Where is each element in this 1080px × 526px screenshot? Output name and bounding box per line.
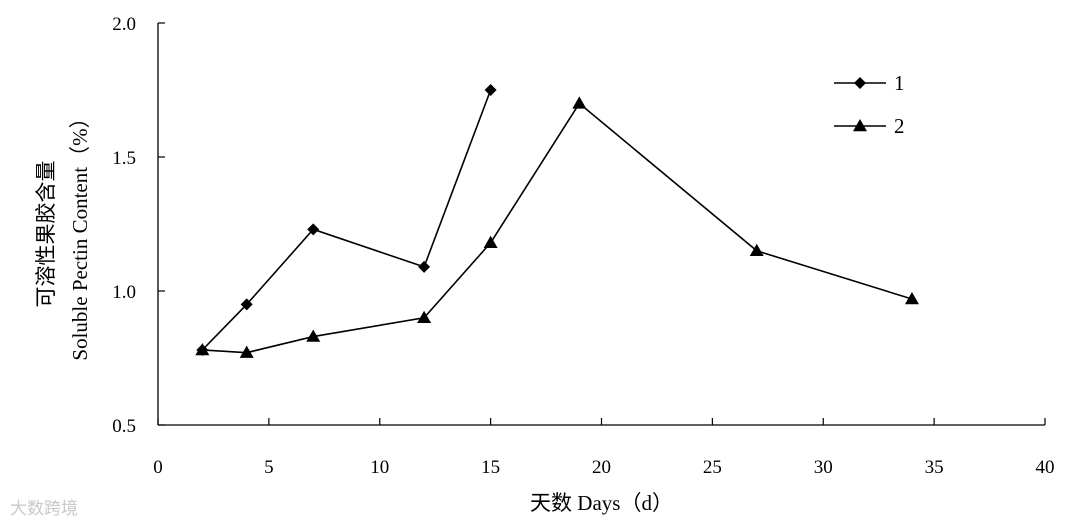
legend-marker-1	[854, 77, 866, 89]
x-tick-label: 25	[703, 457, 722, 478]
y-tick-label: 0.5	[112, 416, 136, 437]
series-2-point	[904, 292, 919, 305]
series-layer	[195, 84, 919, 358]
series-1-point	[484, 84, 497, 96]
series-2-point	[306, 329, 321, 342]
series-2-point	[483, 235, 498, 249]
series-2-line	[202, 102, 913, 354]
x-tick-label: 30	[814, 457, 833, 478]
x-axis-title: 天数 Days（d）	[530, 491, 673, 515]
y-tick-label: 1.0	[112, 282, 136, 303]
x-tick-label: 20	[592, 457, 611, 478]
series-1-point	[240, 298, 253, 311]
series-1-point	[307, 223, 320, 236]
series-2-point	[239, 345, 254, 358]
x-tick-label: 40	[1036, 457, 1055, 478]
y-tick-label: 1.5	[112, 148, 136, 169]
axes	[157, 22, 1046, 426]
x-tick-label: 15	[481, 457, 500, 478]
x-tick-label: 10	[370, 457, 389, 478]
series-2-point	[572, 96, 587, 109]
x-tick-label: 5	[264, 457, 274, 478]
watermark-logo: 大数跨境	[10, 499, 78, 519]
y-axis-title-cn: 可溶性果胶含量	[34, 161, 58, 308]
axis-titles: 天数 Days（d） 可溶性果胶含量 Soluble Pectin Content（…	[34, 107, 673, 515]
legend-marker-2	[853, 119, 867, 132]
tick-labels: 0 5 10 15 20 25 30 35 40 0.5 1.0 1.5 2.0	[112, 14, 1054, 478]
legend: 12	[834, 71, 905, 138]
series-1-line	[201, 89, 492, 351]
series-2-point	[749, 243, 764, 257]
series-2-point	[417, 310, 432, 324]
series-2-point	[195, 342, 210, 356]
y-tick-label: 2.0	[112, 14, 136, 35]
series-1-point	[418, 260, 431, 273]
x-tick-label: 0	[153, 457, 163, 478]
legend-label-2: 2	[894, 114, 905, 138]
x-tick-label: 35	[925, 457, 944, 478]
y-axis-title-en: Soluble Pectin Content（%）	[68, 107, 92, 360]
legend-label-1: 1	[894, 71, 905, 95]
